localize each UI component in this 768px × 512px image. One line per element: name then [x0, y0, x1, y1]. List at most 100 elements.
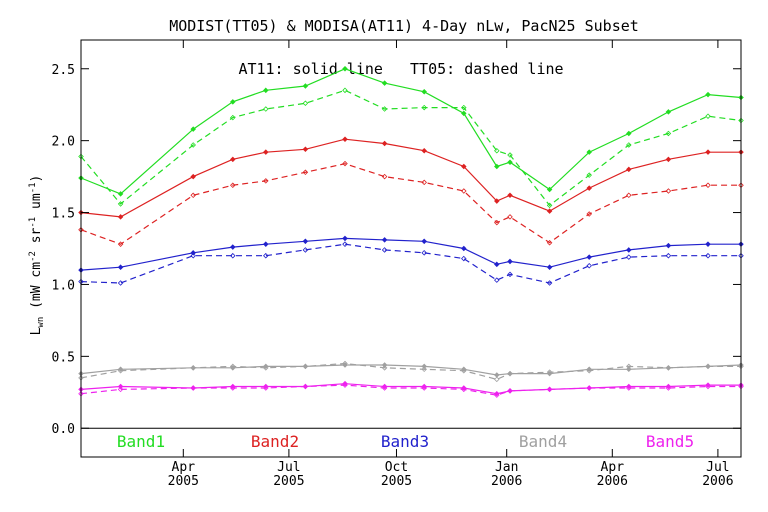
band4-dashed-point [705, 363, 711, 370]
band1-solid-point [190, 126, 196, 132]
band3-solid-point [302, 238, 309, 245]
band1-solid-point [230, 99, 236, 105]
band4-solid-line [80, 364, 742, 376]
band4-dashed-point [494, 376, 500, 383]
band2-dashed-point [494, 219, 500, 226]
band4-dashed-line [80, 362, 741, 381]
band2-solid-point [546, 208, 553, 214]
band1-dashed-point [494, 147, 500, 154]
band1-dashed-point [381, 106, 388, 112]
band3-solid-point [421, 238, 427, 245]
band5-dashed-point [421, 385, 427, 391]
band4-dashed-point [117, 367, 124, 374]
band5-solid-point [342, 380, 348, 387]
band1-dashed-point [302, 100, 309, 107]
y-tick-label: 1.5 [52, 207, 75, 222]
band2-solid-point [190, 173, 196, 180]
band2-solid-point [705, 149, 711, 155]
band4-dashed-point [421, 366, 427, 373]
chart-title: MODIST(TT05) & MODISA(AT11) 4-Day nLw, P… [169, 17, 639, 35]
band4-dashed-point [546, 369, 553, 375]
band5-dashed-point [626, 385, 632, 391]
band3-dashed-point [665, 252, 672, 259]
band1-dashed-point [626, 142, 632, 148]
band2-dashed-point [421, 179, 427, 186]
band4-solid-point [626, 366, 632, 373]
band2-solid-point [494, 198, 500, 204]
band1-dashed-point [421, 104, 427, 111]
x-tick-label-month: Apr [601, 460, 625, 475]
band3-solid-point [546, 264, 553, 270]
x-tick-label-year: 2006 [702, 474, 733, 489]
band3-solid-point [586, 254, 592, 260]
band1-dashed-point [342, 87, 348, 94]
band1-solid-point [705, 91, 711, 98]
band2-solid-point [626, 166, 632, 173]
x-tick-label-month: Jul [706, 460, 729, 475]
x-tick-label-month: Jan [495, 460, 518, 475]
x-tick-label-year: 2005 [168, 474, 199, 489]
band3-solid-point [230, 244, 236, 250]
band3-dashed-point [263, 252, 269, 259]
band4-dashed-point [342, 360, 348, 367]
band1-solid-point [263, 87, 269, 94]
band2-dashed-point [190, 192, 196, 199]
band5-solid-point [117, 383, 124, 390]
band4-dashed-point [586, 367, 592, 374]
ylabel-close: ) [29, 175, 44, 183]
band2-solid-point [665, 156, 672, 163]
band1-solid-point [117, 191, 124, 197]
band3-solid-point [190, 250, 196, 256]
band5-dashed-point [586, 385, 592, 391]
y-axis-label: Lwn (mW cm-2 sr-1 um-1) [28, 175, 46, 336]
legend-entry-band2: Band2 [251, 432, 299, 451]
band3-solid-point [626, 247, 632, 253]
ylabel-exp1: -2 [28, 251, 38, 262]
band3-dashed-point [461, 255, 467, 262]
band2-solid-point [461, 163, 467, 170]
band1-dashed-point [263, 106, 269, 112]
band5-dashed-point [230, 385, 236, 391]
band3-dashed-point [546, 280, 553, 286]
band4-solid-point [494, 372, 500, 378]
band2-dashed-point [381, 173, 388, 180]
band4-solid-point [421, 363, 427, 370]
band2-dashed-point [626, 192, 632, 199]
band2-solid-point [381, 140, 388, 147]
band5-dashed-point [381, 385, 388, 391]
band5-dashed-point [705, 383, 711, 390]
band1-solid-point [421, 88, 427, 95]
band4-dashed-point [626, 363, 632, 370]
band3-solid-point [342, 235, 348, 242]
x-tick-label-year: 2006 [597, 474, 628, 489]
band4-dashed-point [230, 363, 236, 370]
band3-dashed-point [586, 262, 592, 269]
band2-dashed-point [230, 182, 236, 188]
band1-solid-point [342, 65, 348, 72]
band1-dashed-point [507, 152, 513, 158]
legend-entry-band1: Band1 [117, 432, 165, 451]
plot-frame [80, 39, 742, 458]
band3-dashed-point [626, 254, 632, 260]
band5-dashed-point [263, 385, 269, 391]
band2-solid-point [230, 156, 236, 163]
band3-dashed-point [190, 252, 196, 259]
band2-dashed-line [80, 163, 741, 245]
band5-dashed-point [117, 386, 124, 393]
ylabel-main: L [29, 327, 44, 335]
band1-dashed-point [461, 104, 467, 111]
x-tick-label-month: Apr [172, 460, 196, 475]
band2-solid-line [80, 138, 741, 218]
band1-dashed-point [705, 113, 711, 119]
band3-dashed-point [302, 247, 309, 253]
band3-dashed-point [494, 277, 500, 283]
legend-entry-band4: Band4 [519, 432, 567, 451]
band5-dashed-point [190, 385, 196, 391]
band3-dashed-point [381, 247, 388, 253]
band3-dashed-line [80, 243, 741, 284]
band5-dashed-point [665, 385, 672, 391]
band1-dashed-point [546, 202, 553, 209]
band1-solid-point [302, 83, 309, 89]
band1-dashed-line [80, 89, 742, 207]
